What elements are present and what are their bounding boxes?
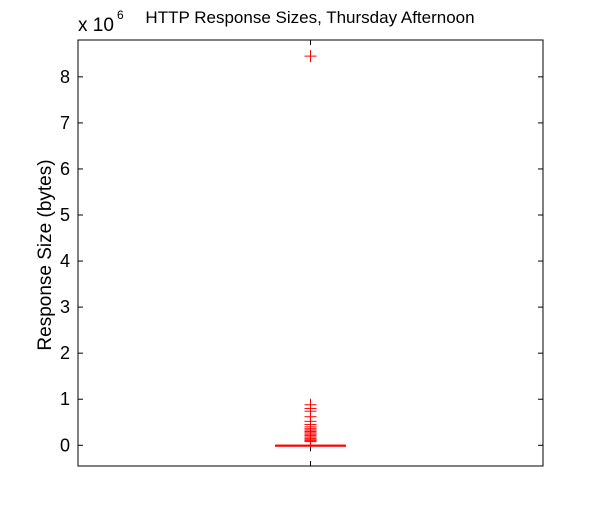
y-tick-label: 4 bbox=[60, 251, 70, 271]
y-tick-label: 8 bbox=[60, 67, 70, 87]
y-axis-label: Response Size (bytes) bbox=[35, 159, 56, 350]
y-multiplier-exponent: 6 bbox=[117, 8, 124, 22]
y-axis-ticks: 0 1 2 3 4 5 6 7 8 bbox=[60, 40, 543, 466]
axes-frame bbox=[77, 39, 544, 467]
chart-marks bbox=[275, 50, 346, 452]
y-multiplier-label: x 10 bbox=[78, 15, 114, 36]
y-tick-label: 7 bbox=[60, 113, 70, 133]
outlier-point bbox=[304, 50, 317, 63]
y-tick-label: 3 bbox=[60, 297, 70, 317]
chart-title: HTTP Response Sizes, Thursday Afternoon bbox=[145, 8, 474, 27]
y-tick-label: 2 bbox=[60, 343, 70, 363]
y-tick-label: 0 bbox=[60, 435, 70, 455]
outlier-point bbox=[304, 435, 317, 448]
plot-area bbox=[77, 39, 544, 467]
y-tick-label: 6 bbox=[60, 159, 70, 179]
y-tick-label: 1 bbox=[60, 389, 70, 409]
y-tick-label: 5 bbox=[60, 205, 70, 225]
